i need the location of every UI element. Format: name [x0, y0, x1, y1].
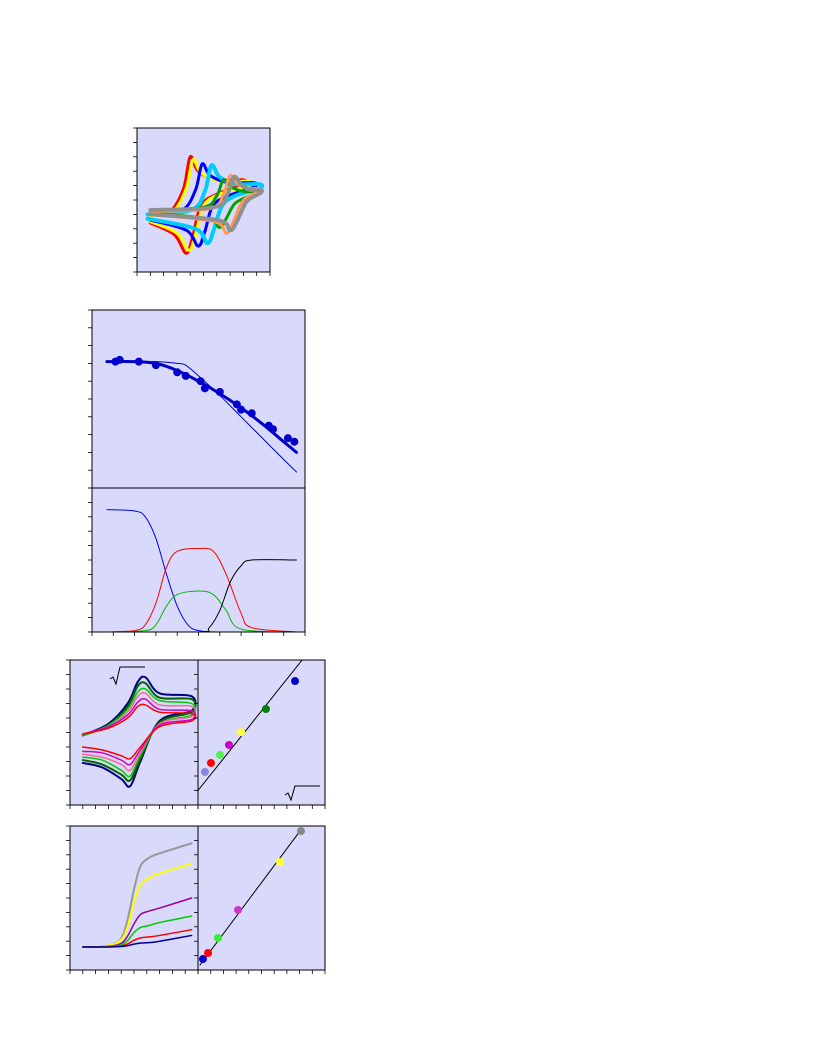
data-line: [82, 697, 197, 766]
plot-background: [92, 310, 305, 488]
data-point: [215, 387, 224, 396]
data-line: [199, 827, 303, 966]
plot-frame: [136, 127, 271, 273]
data-line: [82, 934, 193, 948]
data-point: [173, 368, 182, 377]
data-line: [198, 660, 303, 791]
data-line: [81, 681, 197, 782]
data-point: [269, 425, 278, 434]
data-point: [276, 858, 285, 866]
data-point: [224, 740, 233, 749]
plot-area: [198, 660, 303, 791]
data-line: [81, 862, 193, 948]
data-point: [196, 377, 205, 386]
data-point: [290, 437, 299, 446]
data-point: [198, 955, 207, 964]
data-point: [247, 409, 256, 418]
data-point: [283, 434, 292, 443]
data-point: [237, 728, 246, 737]
data-line: [145, 163, 265, 246]
plot-frame: [197, 825, 326, 971]
plot-area: [81, 842, 193, 948]
data-point: [151, 361, 160, 370]
data-point: [213, 934, 222, 943]
plot-background: [198, 826, 325, 970]
data-line: [82, 703, 197, 760]
data-point: [206, 758, 215, 767]
data-point: [200, 767, 209, 776]
data-line: [106, 547, 297, 632]
data-point: [215, 750, 224, 759]
plot-frame: [197, 659, 326, 806]
sqrt-symbol: [109, 666, 145, 686]
plot-background: [198, 660, 325, 805]
data-point: [115, 355, 124, 364]
data-line: [148, 174, 264, 233]
sqrt-symbol: [284, 785, 320, 802]
data-point: [134, 357, 143, 366]
data-point: [261, 705, 270, 714]
plots: [66, 127, 326, 974]
data-point: [204, 949, 213, 958]
data-line: [106, 590, 297, 632]
data-point: [200, 384, 209, 393]
data-line: [106, 559, 297, 632]
data-point: [234, 905, 243, 914]
data-point: [296, 827, 305, 836]
data-point: [237, 405, 246, 414]
plot-area: [199, 827, 303, 966]
data-line: [82, 692, 197, 772]
data-point: [232, 400, 241, 409]
plot-frame: [91, 487, 306, 633]
data-point: [181, 371, 190, 380]
plot-area: [145, 154, 265, 255]
data-line: [106, 360, 297, 473]
plot-area: [81, 675, 197, 788]
data-point: [291, 677, 300, 686]
